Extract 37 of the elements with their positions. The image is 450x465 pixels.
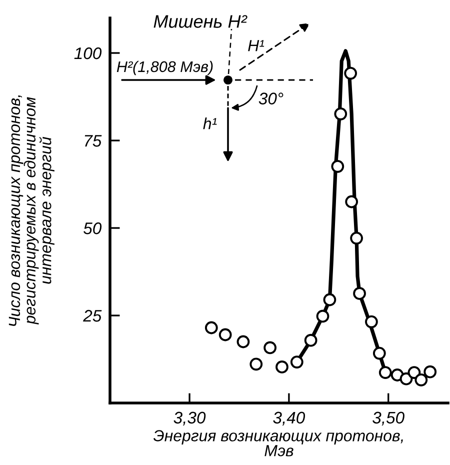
annotation: H²(1,808 Мэв)	[116, 60, 213, 76]
y-tick-label: 100	[74, 47, 102, 60]
point	[236, 335, 250, 348]
point	[264, 341, 276, 354]
point	[353, 287, 366, 300]
x-axis-title: Энергия возникающих протонов, Мэв	[153, 430, 403, 456]
x-tick-label: 3,40	[273, 412, 306, 426]
point	[345, 195, 358, 208]
point	[331, 160, 344, 173]
y-tick-label: 50	[84, 222, 102, 234]
annotation: Мишень H²	[154, 15, 248, 28]
point	[323, 293, 336, 306]
point	[408, 366, 421, 379]
point	[204, 321, 218, 334]
annotation: 30°	[258, 92, 284, 104]
annotation: h¹	[203, 118, 217, 130]
annotation: H¹	[248, 40, 264, 52]
point	[350, 232, 363, 245]
point	[276, 360, 288, 374]
point	[414, 373, 428, 386]
point	[250, 358, 263, 371]
point	[316, 310, 330, 323]
point	[344, 66, 358, 80]
point	[290, 356, 304, 368]
y-tick-label: 75	[84, 135, 102, 147]
point	[372, 346, 386, 360]
point	[334, 107, 348, 120]
y-axis-title: Число возникающих протонов, регистрируемых в единичном интервале энергий	[8, 95, 54, 326]
point	[378, 366, 392, 379]
point	[365, 315, 378, 328]
y-tick-label: 25	[83, 310, 102, 322]
point	[424, 365, 437, 378]
point	[218, 328, 232, 342]
point	[400, 372, 413, 386]
point	[304, 334, 318, 347]
x-tick-label: 3,50	[372, 412, 404, 426]
x-tick-label: 3,30	[174, 412, 206, 426]
